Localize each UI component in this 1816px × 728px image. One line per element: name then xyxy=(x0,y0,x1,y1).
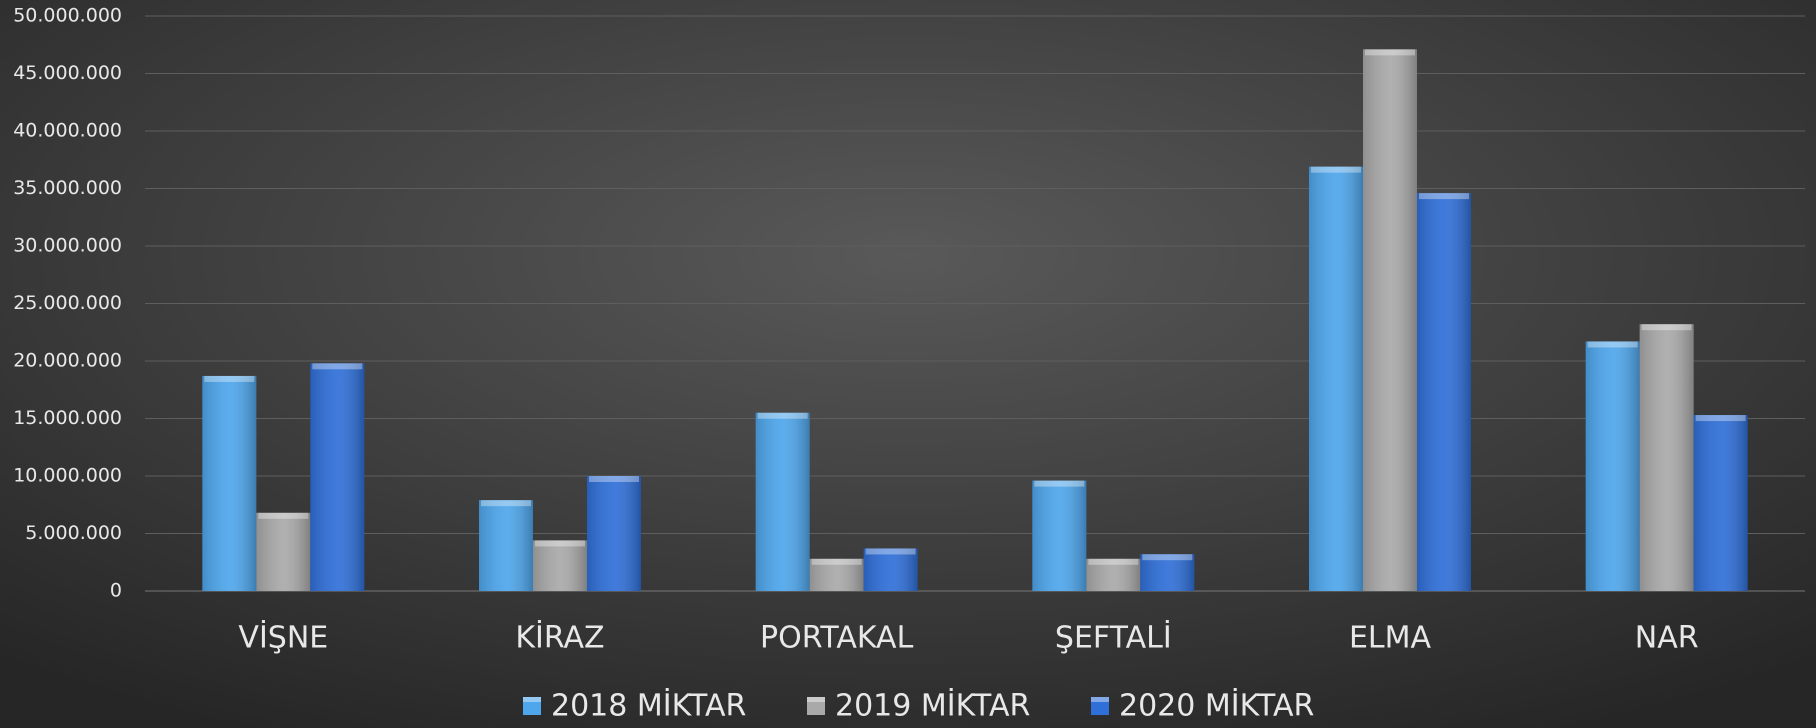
y-tick-label: 40.000.000 xyxy=(13,120,122,142)
bar-shade xyxy=(1417,193,1471,591)
bar-bevel xyxy=(1088,558,1139,565)
x-tick-label: PORTAKAL xyxy=(760,621,914,656)
legend-swatch xyxy=(1091,697,1109,715)
bar-shade xyxy=(1032,480,1087,591)
bar-shade xyxy=(1639,324,1694,591)
bar-bevel xyxy=(811,558,862,565)
bar-bevel xyxy=(481,500,531,507)
bar-bevel xyxy=(312,363,363,370)
bar-shade xyxy=(809,558,864,591)
y-tick-label: 10.000.000 xyxy=(13,465,122,487)
legend-swatch-bevel xyxy=(1091,697,1109,702)
bar-shade xyxy=(587,476,641,591)
y-tick-label: 50.000.000 xyxy=(13,5,122,27)
legend-swatch-bevel xyxy=(523,697,541,702)
x-tick-label: ELMA xyxy=(1349,621,1432,656)
bar-bevel xyxy=(1034,480,1085,487)
legend-label: 2018 MİKTAR xyxy=(551,688,746,724)
x-tick-label: NAR xyxy=(1635,621,1699,656)
bar-bevel xyxy=(1695,415,1746,422)
legend-swatch-bevel xyxy=(807,697,825,702)
bar-bevel xyxy=(865,548,916,555)
bar-shade xyxy=(256,512,311,591)
bar-bevel xyxy=(589,476,639,482)
bar-shade xyxy=(1693,415,1748,591)
bar-bevel xyxy=(1641,324,1692,331)
y-tick-label: 30.000.000 xyxy=(13,235,122,257)
legend-swatch xyxy=(523,697,541,715)
bar-shade xyxy=(1585,341,1640,591)
bar-bevel xyxy=(1365,49,1415,56)
legend-swatch xyxy=(807,697,825,715)
y-tick-label: 25.000.000 xyxy=(13,292,122,314)
legend-label: 2020 MİKTAR xyxy=(1119,688,1314,724)
bar-shade xyxy=(1309,166,1363,591)
y-tick-label: 35.000.000 xyxy=(13,177,122,199)
bar-shade xyxy=(479,500,533,591)
legend-label: 2019 MİKTAR xyxy=(835,688,1030,724)
bar-shade xyxy=(1140,554,1195,591)
bar-bevel xyxy=(757,412,808,419)
y-tick-label: 5.000.000 xyxy=(25,522,122,544)
y-tick-label: 0 xyxy=(110,580,122,602)
bar-shade xyxy=(1086,558,1141,591)
bar-bevel xyxy=(1587,341,1638,348)
bar-bevel xyxy=(1142,554,1193,561)
bar-bevel xyxy=(535,540,585,547)
y-tick-label: 20.000.000 xyxy=(13,350,122,372)
bar-bevel xyxy=(1419,193,1469,200)
y-tick-label: 45.000.000 xyxy=(13,62,122,84)
x-tick-label: ŞEFTALİ xyxy=(1055,620,1172,656)
bar-shade xyxy=(202,375,257,591)
bar-shade xyxy=(533,540,587,591)
bar-bevel xyxy=(258,512,309,519)
bar-shade xyxy=(1363,49,1417,592)
y-tick-label: 15.000.000 xyxy=(13,407,122,429)
bar-bevel xyxy=(204,375,255,382)
bar-bevel xyxy=(1311,166,1361,173)
x-tick-label: KİRAZ xyxy=(515,620,604,656)
bar-shade xyxy=(755,412,810,591)
x-tick-label: VİŞNE xyxy=(238,620,328,656)
bar-shade xyxy=(310,363,365,591)
bar-shade xyxy=(863,548,918,591)
